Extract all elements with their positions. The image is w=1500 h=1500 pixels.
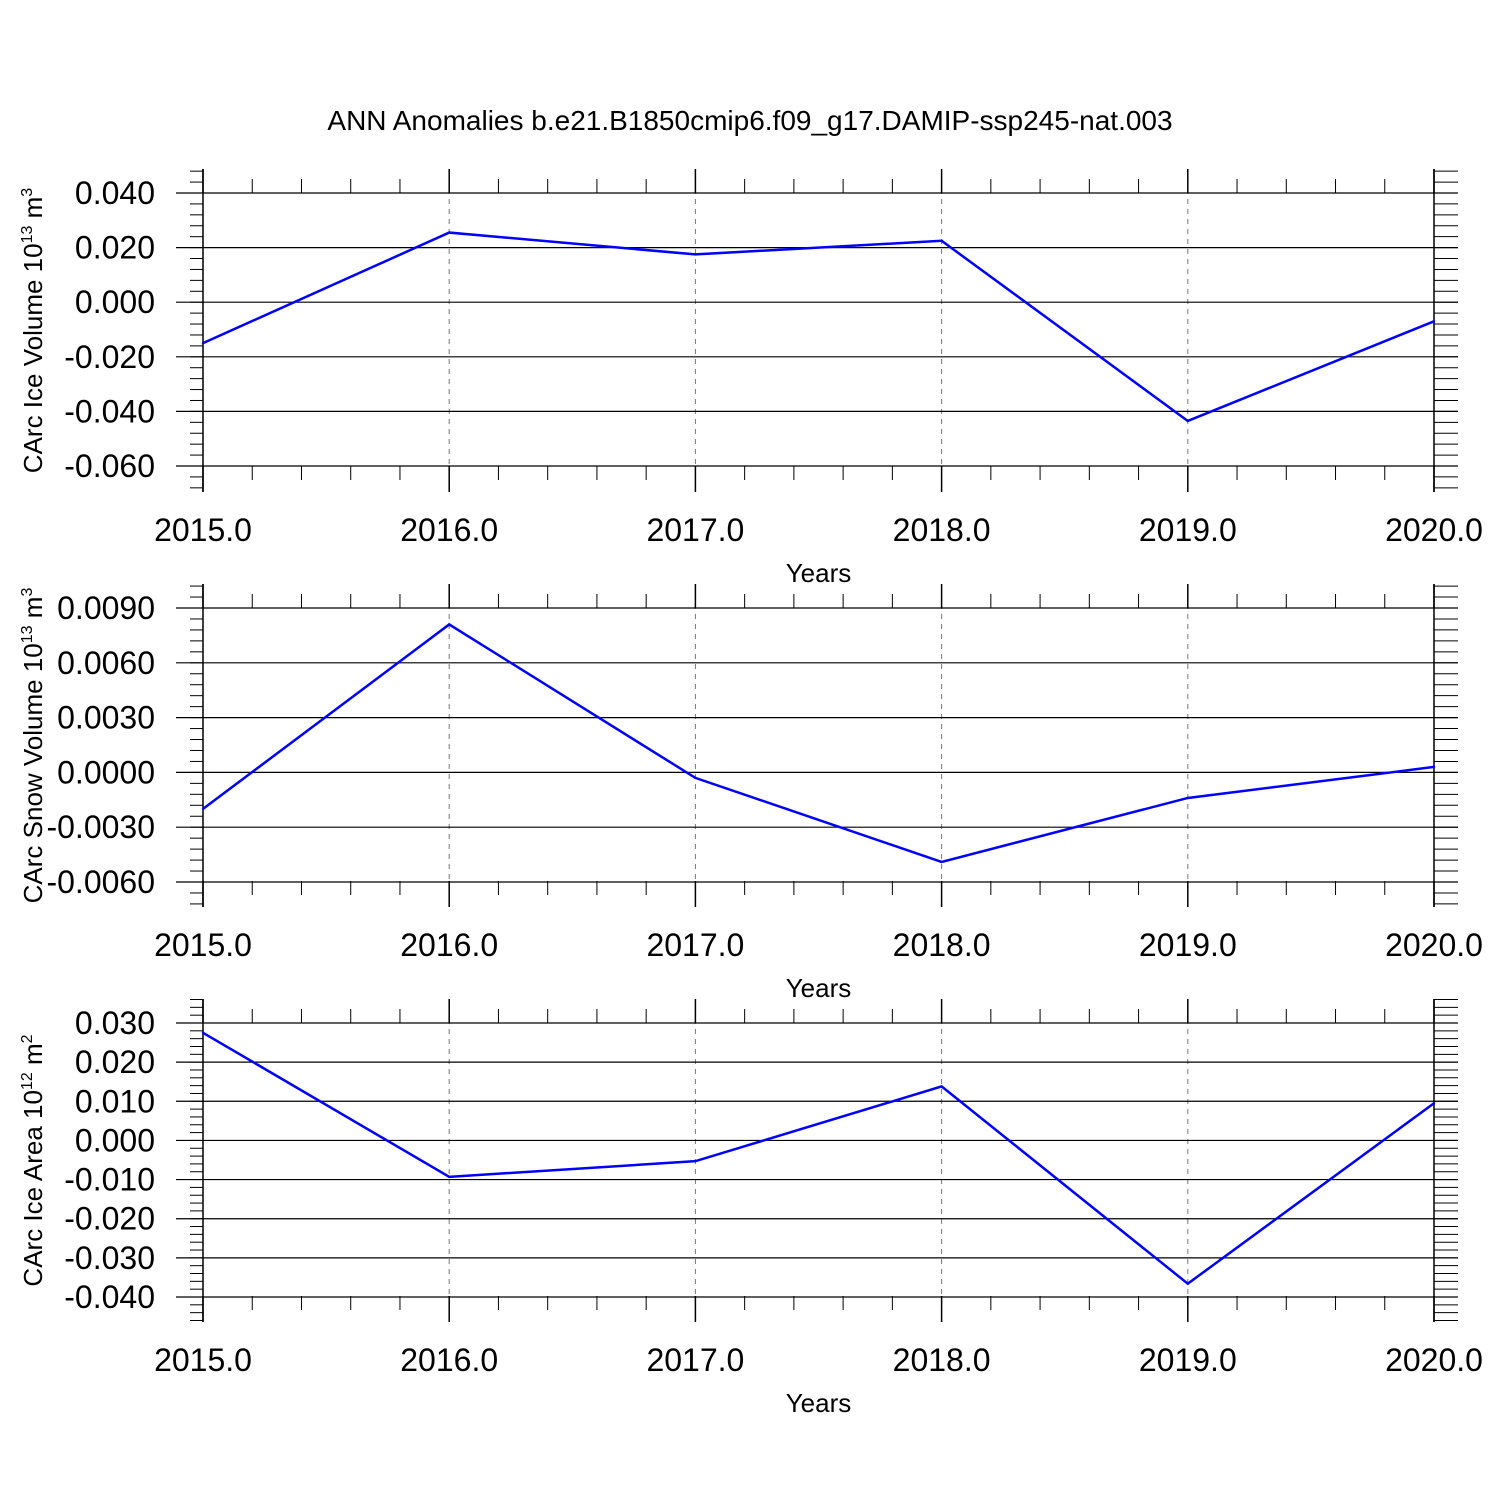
data-point (1186, 419, 1190, 423)
y-tick-label: -0.040 (64, 393, 155, 429)
x-tick-label: 2015.0 (154, 1342, 252, 1378)
x-tick-label: 2016.0 (400, 1342, 498, 1378)
data-point (1186, 796, 1190, 800)
y-tick-label: -0.030 (64, 1240, 155, 1276)
data-point (448, 231, 451, 234)
x-tick-label: 2017.0 (646, 512, 744, 548)
y-tick-label: 0.020 (75, 1044, 155, 1080)
y-tick-label: 0.010 (75, 1083, 155, 1119)
y-tick-label: 0.030 (75, 1005, 155, 1041)
y-tick-label: -0.0030 (46, 809, 155, 845)
y-tick-label: 0.0060 (57, 645, 155, 681)
y-axis-label: CArc Snow Volume 1013 m3 (18, 588, 48, 904)
panels: 0.040 0.020 0.000 -0.020 -0.040 -0.060 2015.0 2… (18, 169, 1483, 1418)
data-point (694, 253, 697, 256)
data-point (1186, 1282, 1190, 1285)
data-point (1432, 765, 1436, 769)
data-point (1432, 1102, 1436, 1105)
x-tick-label: 2019.0 (1139, 927, 1237, 963)
y-tick-label: -0.040 (64, 1279, 155, 1315)
series-line (202, 231, 1435, 423)
data-point (694, 776, 697, 780)
y-tick-label: -0.020 (64, 339, 155, 375)
x-tick-label: 2018.0 (893, 927, 991, 963)
y-tick-label: 0.0030 (57, 700, 155, 736)
data-point (1432, 320, 1436, 323)
data-point (694, 1159, 697, 1163)
x-tick-label: 2016.0 (400, 927, 498, 963)
y-tick-label: 0.000 (75, 284, 155, 320)
x-tick-label: 2020.0 (1385, 1342, 1483, 1378)
x-tick-label: 2018.0 (893, 1342, 991, 1378)
y-tick-label: -0.020 (64, 1201, 155, 1237)
panel-1: 0.040 0.020 0.000 -0.020 -0.040 -0.060 2015.0 2… (18, 169, 1483, 588)
x-tick-label: 2020.0 (1385, 927, 1483, 963)
y-tick-label: -0.010 (64, 1162, 155, 1198)
y-axis-label: CArc Ice Area 1012 m2 (18, 1034, 48, 1286)
data-point (940, 860, 943, 864)
x-tick-label: 2020.0 (1385, 512, 1483, 548)
x-axis-label: Years (786, 973, 852, 1003)
y-tick-label: 0.000 (75, 1122, 155, 1158)
series-line (202, 1031, 1435, 1286)
panel-2: 0.0090 0.0060 0.0030 0.0000 -0.0030 -0.0060 20… (18, 584, 1483, 1003)
x-tick-label: 2019.0 (1139, 512, 1237, 548)
x-tick-label: 2019.0 (1139, 1342, 1237, 1378)
x-tick-label: 2015.0 (154, 927, 252, 963)
data-point (201, 807, 205, 811)
y-tick-label: 0.0000 (57, 754, 155, 790)
y-tick-label: 0.0090 (57, 590, 155, 626)
chart-title: ANN Anomalies b.e21.B1850cmip6.f09_g17.D… (327, 105, 1172, 136)
data-point (940, 239, 943, 242)
data-point (201, 1031, 205, 1034)
y-tick-label: -0.0060 (46, 864, 155, 900)
y-tick-label: 0.020 (75, 230, 155, 266)
y-axis-label: CArc Ice Volume 1013 m3 (18, 188, 48, 473)
x-tick-label: 2017.0 (646, 1342, 744, 1378)
data-point (201, 341, 205, 345)
x-axis-label: Years (786, 558, 852, 588)
series-line (202, 622, 1435, 864)
x-tick-label: 2018.0 (893, 512, 991, 548)
data-point (940, 1085, 943, 1088)
x-axis-label: Years (786, 1388, 852, 1418)
data-point (448, 1175, 451, 1179)
y-tick-label: 0.040 (75, 175, 155, 211)
data-point (448, 623, 451, 626)
x-tick-label: 2017.0 (646, 927, 744, 963)
y-tick-label: -0.060 (64, 448, 155, 484)
x-tick-label: 2015.0 (154, 512, 252, 548)
x-tick-label: 2016.0 (400, 512, 498, 548)
